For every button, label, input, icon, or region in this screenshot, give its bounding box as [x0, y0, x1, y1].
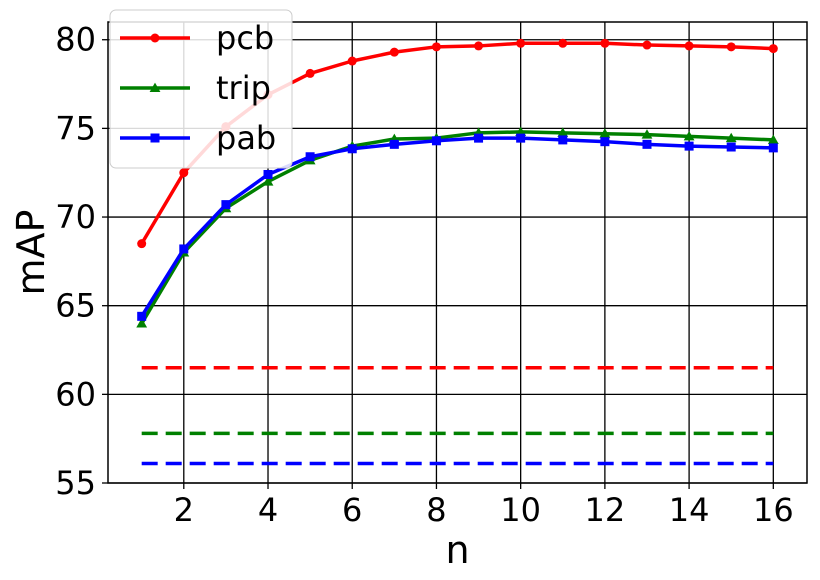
y-tick-label: 65	[55, 287, 96, 325]
data-point	[767, 134, 779, 144]
legend-marker	[150, 33, 160, 43]
y-tick-label: 60	[55, 375, 96, 413]
x-tick-label: 16	[753, 491, 794, 529]
y-axis-title: mAP	[9, 210, 53, 296]
data-point	[263, 169, 273, 179]
data-point	[683, 130, 695, 141]
data-point	[768, 143, 778, 153]
data-point	[768, 44, 778, 54]
data-point	[474, 133, 484, 143]
data-point	[684, 141, 694, 151]
x-axis-title: n	[445, 528, 469, 572]
data-point	[221, 200, 231, 210]
series-line	[140, 136, 774, 318]
legend-item-trip: trip	[120, 69, 271, 107]
data-point	[431, 42, 441, 52]
data-point	[305, 68, 315, 78]
data-point	[516, 38, 526, 48]
legend-label: pab	[216, 119, 276, 157]
grid	[108, 22, 807, 484]
data-point	[557, 127, 569, 137]
data-point	[347, 144, 357, 154]
legend-item-pcb: pcb	[120, 19, 274, 57]
x-tick-label: 12	[585, 491, 626, 529]
baselines	[141, 366, 774, 466]
data-point	[137, 311, 147, 321]
y-tick-label: 80	[55, 21, 96, 59]
data-point	[347, 56, 357, 66]
legend-label: trip	[216, 69, 271, 107]
data-point	[599, 128, 611, 138]
data-point	[389, 139, 399, 149]
data-point	[179, 244, 189, 254]
data-point	[600, 38, 610, 48]
legend: pcb trip pab	[109, 9, 293, 169]
plot-frame	[107, 21, 808, 484]
data-point	[516, 133, 526, 143]
data-point	[389, 47, 399, 57]
data-point	[600, 137, 610, 147]
series-pab	[137, 133, 778, 321]
x-tick-label: 10	[500, 491, 541, 529]
data-point	[641, 129, 653, 139]
data-point	[305, 152, 315, 162]
data-point	[558, 135, 568, 145]
data-point	[642, 40, 652, 50]
legend-label: pcb	[216, 19, 274, 57]
x-tick-label: 8	[426, 491, 446, 529]
data-point	[136, 318, 148, 328]
x-tick-label: 14	[669, 491, 710, 529]
data-point	[474, 41, 484, 51]
legend-marker	[149, 82, 161, 93]
data-point	[515, 126, 527, 136]
data-point	[726, 42, 736, 52]
y-tick-label: 70	[55, 198, 96, 236]
data-point	[684, 41, 694, 51]
series-line	[140, 130, 774, 325]
legend-marker	[150, 133, 160, 143]
x-tick-label: 6	[342, 491, 362, 529]
ticks: 2 4 6 8 10 12 14 16 55 60 65 70 75 80	[55, 21, 793, 529]
legend-box	[109, 9, 293, 169]
data-point	[431, 136, 441, 146]
data-point	[262, 176, 274, 186]
legend-item-pab: pab	[120, 119, 276, 157]
data-point	[725, 132, 737, 143]
y-tick-label: 55	[55, 464, 96, 502]
data-point	[726, 142, 736, 152]
data-point	[137, 239, 147, 249]
data-point	[642, 139, 652, 149]
y-tick-label: 75	[55, 109, 96, 147]
data-point	[179, 168, 189, 178]
data-point	[558, 38, 568, 48]
x-tick-label: 4	[258, 491, 278, 529]
x-tick-label: 2	[174, 491, 194, 529]
